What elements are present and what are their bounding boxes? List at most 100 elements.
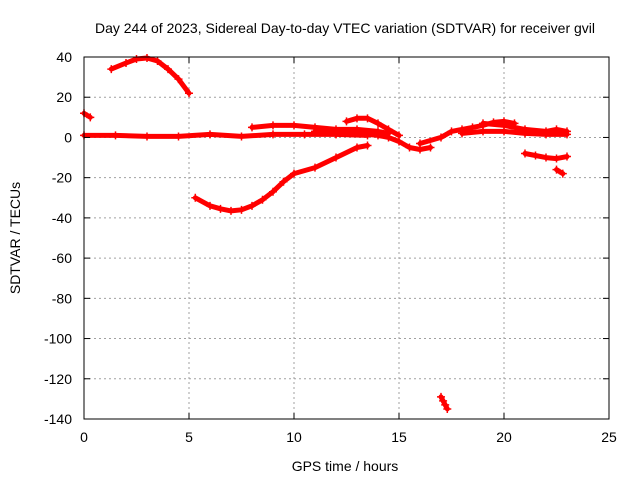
- data-point: [311, 163, 319, 172]
- data-point: [426, 143, 435, 152]
- data-point: [248, 201, 256, 210]
- data-point: [437, 133, 445, 142]
- data-point: [269, 121, 277, 130]
- data-point: [164, 65, 172, 74]
- series-arc-outlier: [437, 392, 452, 413]
- data-point: [269, 187, 277, 196]
- data-point: [279, 177, 288, 186]
- y-tick-label: -60: [52, 250, 72, 266]
- series-arc-bump: [342, 114, 403, 140]
- series-arc-dip: [191, 141, 372, 215]
- data-point: [300, 130, 309, 139]
- data-point: [500, 127, 508, 136]
- data-point: [384, 125, 393, 134]
- data-point: [374, 119, 382, 128]
- data-point: [153, 57, 162, 66]
- data-point: [174, 132, 183, 141]
- y-tick-label: -120: [44, 371, 72, 387]
- series-arc-small: [552, 165, 567, 178]
- data-point: [311, 127, 319, 136]
- data-point: [437, 392, 445, 401]
- data-point: [479, 119, 487, 128]
- data-point: [552, 154, 561, 163]
- data-point: [237, 132, 246, 141]
- data-point: [353, 114, 361, 123]
- data-point: [206, 201, 214, 210]
- y-axis-label: SDTVAR / TECUs: [7, 182, 23, 294]
- data-point: [206, 130, 214, 139]
- x-tick-label: 25: [601, 429, 617, 445]
- data-point: [290, 169, 298, 178]
- data-point: [416, 139, 424, 148]
- data-point: [542, 153, 550, 162]
- data-point: [563, 130, 571, 139]
- data-point: [122, 59, 130, 68]
- series-arc-late-lower: [458, 127, 571, 139]
- data-point: [132, 55, 141, 64]
- data-point: [441, 400, 450, 409]
- y-tick-label: -80: [52, 290, 72, 306]
- x-axis-label: GPS time / hours: [292, 458, 399, 474]
- data-point: [353, 129, 361, 138]
- x-tick-label: 15: [391, 429, 407, 445]
- data-point: [185, 89, 193, 98]
- data-point: [111, 131, 120, 140]
- series-arc-hump: [107, 54, 193, 98]
- y-tick-label: 0: [64, 129, 72, 145]
- data-point: [237, 205, 246, 214]
- data-point: [342, 117, 351, 126]
- data-point: [363, 141, 372, 150]
- plot-frame: [83, 56, 610, 420]
- data-point: [174, 75, 183, 84]
- y-tick-label: -40: [52, 210, 72, 226]
- data-point: [521, 149, 529, 158]
- y-tick-label: -140: [44, 411, 72, 427]
- data-point: [353, 143, 361, 152]
- data-point: [563, 152, 571, 161]
- series-arc-negative: [521, 149, 571, 163]
- data-point: [531, 151, 540, 160]
- y-tick-label: -20: [52, 170, 72, 186]
- data-point: [384, 133, 393, 142]
- data-point: [143, 54, 151, 63]
- axis-ticks: [83, 56, 610, 420]
- data-point: [363, 114, 372, 123]
- grid: [84, 57, 609, 419]
- data-point: [216, 204, 225, 213]
- x-tick-label: 10: [286, 429, 302, 445]
- data-point: [558, 169, 567, 178]
- data-point: [479, 127, 487, 136]
- data-point: [143, 132, 151, 141]
- y-tick-label: -100: [44, 331, 72, 347]
- x-tick-label: 0: [80, 429, 88, 445]
- data-point: [290, 121, 298, 130]
- data-point: [258, 195, 267, 204]
- chart-title: Day 244 of 2023, Sidereal Day-to-day VTE…: [95, 20, 595, 36]
- data-point: [374, 131, 382, 140]
- x-tick-label: 20: [496, 429, 512, 445]
- data-point: [542, 130, 550, 139]
- data-point: [86, 113, 95, 122]
- y-tick-label: 20: [56, 89, 72, 105]
- data-point: [191, 193, 200, 202]
- y-tick-label: 40: [56, 49, 72, 65]
- data-point: [405, 143, 414, 152]
- data-point: [443, 404, 452, 413]
- series-line: [438, 394, 450, 412]
- plot-area: [80, 54, 571, 413]
- data-point: [107, 65, 116, 74]
- data-point: [332, 153, 340, 162]
- data-point: [248, 123, 256, 132]
- data-point: [395, 137, 403, 146]
- series-arc-descend: [311, 127, 435, 154]
- data-point: [552, 165, 561, 174]
- x-tick-label: 5: [185, 429, 193, 445]
- data-point: [439, 396, 448, 405]
- data-point: [332, 129, 340, 138]
- data-point: [447, 127, 456, 136]
- data-point: [269, 130, 277, 139]
- data-point: [227, 206, 235, 215]
- data-point: [458, 129, 466, 138]
